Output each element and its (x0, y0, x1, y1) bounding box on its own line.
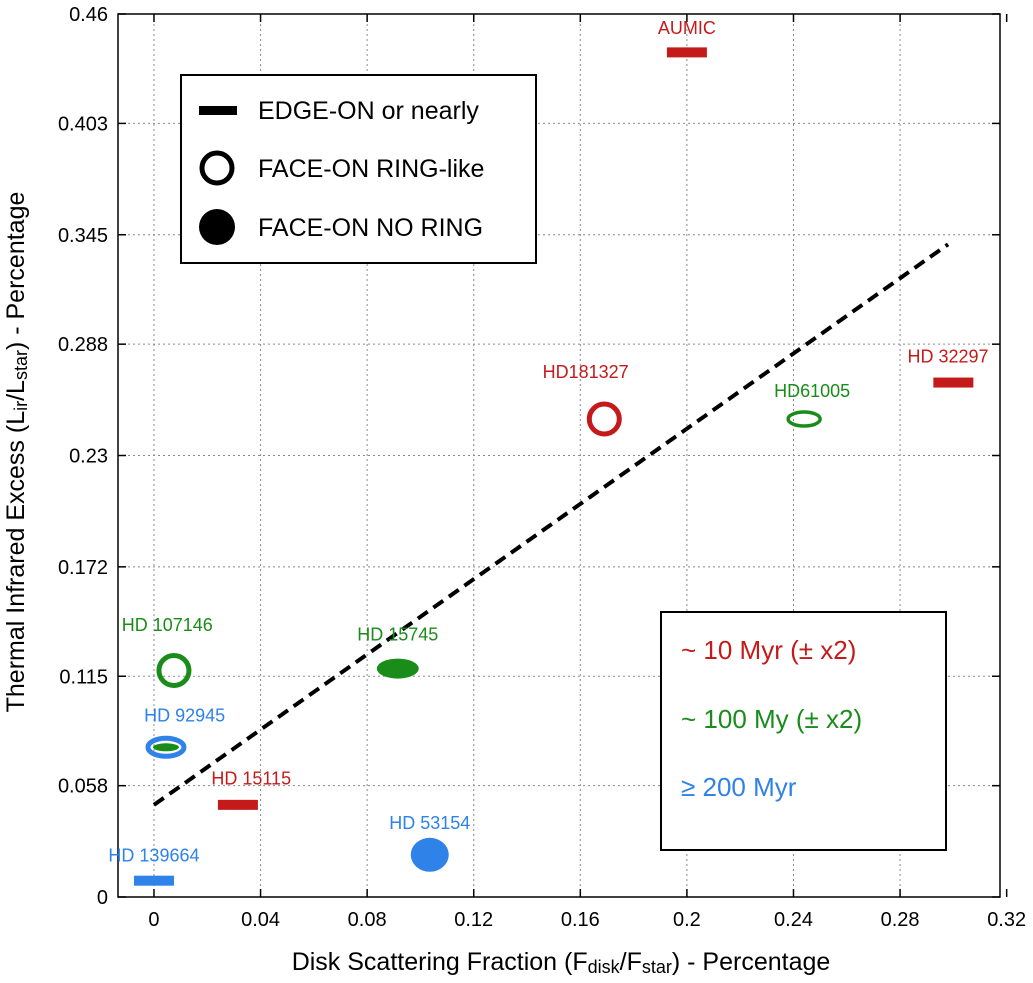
point-marker-hd-107146 (156, 652, 192, 688)
age-200-myr-label: ≥ 200 Myr (681, 772, 797, 802)
point-label-hd-53154: HD 53154 (389, 813, 470, 833)
edge-on-legend-label: EDGE-ON or nearly (258, 97, 479, 125)
y-tick-label: 0.172 (58, 557, 108, 579)
point-label-hd-15745: HD 15745 (357, 625, 438, 645)
x-tick-label: 0.28 (881, 909, 920, 931)
age-10-myr-label: ~ 10 Myr (± x2) (681, 635, 856, 665)
point-marker-hd-92945 (145, 735, 187, 759)
age-legend-box (660, 611, 947, 851)
point-label-hd-107146: HD 107146 (122, 615, 213, 635)
x-tick-label: 0.16 (561, 909, 600, 931)
point-label-hd-139664: HD 139664 (108, 845, 199, 865)
x-tick-label: 0.32 (987, 909, 1026, 931)
x-tick-label: 0.2 (673, 909, 701, 931)
point-marker-aumic (666, 47, 707, 58)
point-label-hd-32297: HD 32297 (908, 346, 989, 366)
x-tick-label: 0.24 (774, 909, 813, 931)
no-ring-legend-icon (199, 209, 235, 245)
y-tick-label: 0.46 (69, 4, 108, 26)
y-tick-label: 0.23 (69, 446, 108, 468)
y-tick-label: 0.345 (58, 225, 108, 247)
point-label-hd181327: HD181327 (543, 362, 629, 382)
point-label-aumic: AUMIC (658, 18, 716, 38)
ring-legend-label: FACE-ON RING-like (258, 155, 484, 183)
point-marker-hd181327 (586, 401, 622, 437)
point-label-hd61005: HD61005 (774, 381, 850, 401)
y-axis-title: Thermal Infrared Excess (Lir/Lstar) - Pe… (2, 192, 31, 713)
data-points: AUMIC HD 32297 HD181327 HD61005 HD 107146 HD … (108, 18, 989, 886)
trend-line (152, 242, 950, 807)
axis-ticks: 0 0.04 0.08 0.12 0.16 0.2 0.24 0.28 0.32 0 0.058 0.… (58, 4, 1026, 931)
x-axis-title: Disk Scattering Fraction (Fdisk/Fstar) -… (292, 948, 831, 977)
y-tick-label: 0.288 (58, 334, 108, 356)
point-label-hd-15115: HD 15115 (211, 769, 291, 789)
point-marker-hd-53154 (410, 837, 449, 872)
point-label-hd-92945: HD 92945 (144, 705, 225, 725)
marker-legend-box (180, 74, 537, 264)
age-legend: ~ 10 Myr (± x2) ~ 100 My (± x2) ≥ 200 My… (660, 611, 947, 851)
ring-legend-icon (199, 150, 235, 186)
point-marker-hd-32297 (933, 377, 974, 388)
edge-on-legend-icon (199, 106, 237, 115)
no-ring-legend-label: FACE-ON NO RING (258, 214, 483, 242)
point-marker-hd-139664 (133, 875, 174, 886)
point-marker-hd-15745 (376, 658, 419, 679)
y-tick-label: 0.058 (58, 776, 108, 798)
x-tick-label: 0.12 (454, 909, 493, 931)
y-tick-label: 0.403 (58, 113, 108, 135)
age-100-myr-label: ~ 100 My (± x2) (681, 704, 862, 734)
point-marker-hd61005 (786, 410, 822, 428)
x-tick-label: 0.08 (348, 909, 387, 931)
x-tick-label: 0 (148, 909, 159, 931)
point-marker-inner-hd-92945 (152, 743, 179, 752)
y-tick-label: 0 (97, 887, 108, 909)
point-marker-hd-15115 (217, 799, 258, 810)
x-tick-label: 0.04 (241, 909, 280, 931)
marker-legend: EDGE-ON or nearly FACE-ON RING-like FACE… (180, 74, 537, 264)
y-tick-label: 0.115 (59, 666, 108, 688)
